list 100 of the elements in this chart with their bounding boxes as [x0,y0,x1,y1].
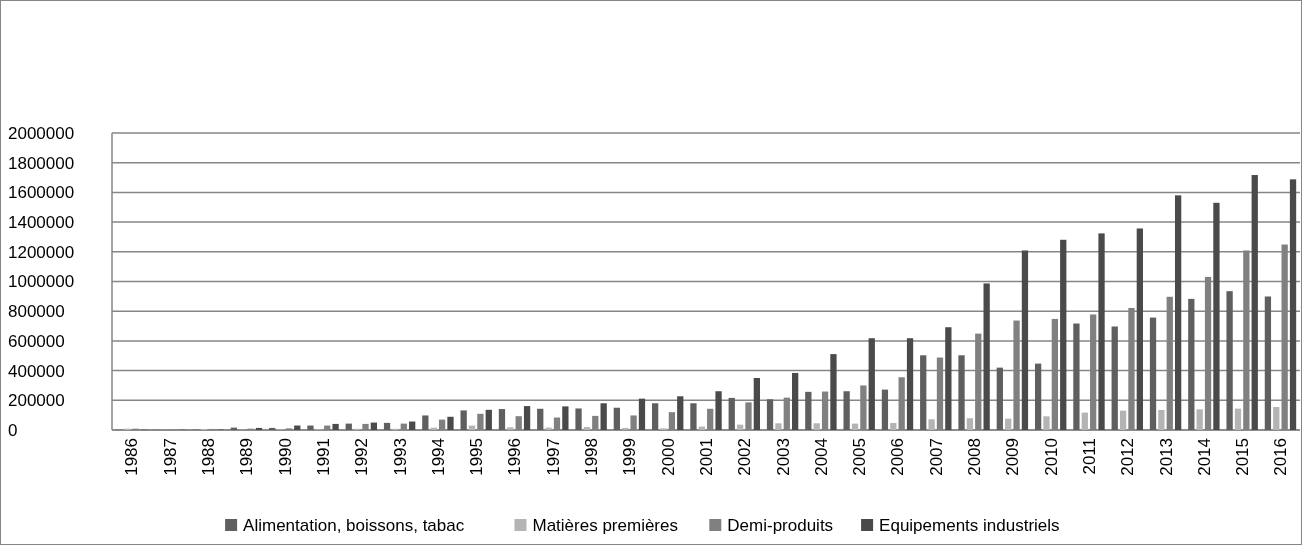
x-tick-label: 1989 [237,438,257,476]
y-tick-label: 0 [8,420,18,440]
bar [1158,409,1165,430]
bar [843,391,850,430]
x-tick-label: 1994 [428,438,448,476]
x-tick-label: 2008 [965,438,985,476]
bar [575,408,582,430]
bar [622,427,629,430]
bar [920,355,927,430]
y-tick-label: 800000 [8,302,65,322]
bar [966,418,974,430]
bar [1188,298,1195,430]
y-tick-label: 200000 [8,391,65,411]
bar [690,403,697,430]
bar [1005,418,1012,430]
bar [928,419,935,430]
x-tick-label: 2002 [735,438,755,476]
bar [545,427,552,430]
bar [307,425,314,430]
bar [792,372,799,430]
x-tick-label: 1993 [390,438,410,476]
legend-label: Equipements industriels [879,515,1060,535]
x-tick-label: 1999 [620,438,640,476]
x-tick-label: 1987 [160,438,180,476]
x-tick-label: 1991 [313,438,333,476]
bar [728,397,735,430]
bar [881,389,889,430]
bar [1073,323,1080,430]
x-tick-label: 1990 [275,438,295,476]
bar [715,391,722,430]
x-tick-label: 2007 [926,438,946,476]
bar [269,427,276,430]
bar [677,396,684,430]
bar [890,423,897,430]
y-tick-label: 1600000 [8,183,75,203]
bar [1213,202,1220,430]
x-tick-label: 2003 [773,438,793,476]
x-tick-label: 1996 [505,438,525,476]
x-tick-label: 1995 [467,438,487,476]
bar [422,415,429,430]
x-tick-label: 2012 [1118,438,1138,476]
x-tick-label: 1988 [199,438,219,476]
bar [813,423,820,430]
bar [383,422,391,430]
bar [255,427,263,430]
bar [868,338,875,430]
x-tick-label: 2016 [1271,438,1291,476]
bar [958,355,965,430]
legend-label: Matières premières [532,515,678,535]
bar [507,427,514,430]
bar [1264,296,1272,430]
bar [1119,410,1127,430]
y-tick-label: 1200000 [8,242,75,262]
x-tick-label: 1992 [352,438,372,476]
bar [523,406,531,430]
bar [805,391,812,430]
y-tick-label: 1000000 [8,272,75,292]
bar [498,409,506,430]
bar [1043,416,1050,430]
bar [583,427,591,430]
x-tick-label: 2005 [850,438,870,476]
bar [537,408,544,430]
x-tick-label: 1997 [543,438,563,476]
bar [345,423,352,430]
bar [906,338,914,430]
bar [485,409,492,430]
x-tick-label: 2010 [1041,438,1061,476]
bar [753,378,760,430]
legend-label: Demi-produits [727,515,834,535]
bar [1021,250,1029,430]
bar [851,423,859,430]
x-tick-label: 2015 [1233,438,1253,476]
bar [460,410,467,430]
bar [1196,409,1203,430]
bar [1289,179,1297,430]
bar [1060,239,1067,430]
bar [983,283,990,430]
bar [332,423,339,430]
x-tick-label: 2013 [1156,438,1176,476]
bar [1234,408,1242,430]
bar [766,399,774,430]
bar [447,416,454,430]
y-tick-label: 2000000 [8,123,75,143]
y-tick-label: 1400000 [8,213,75,233]
bar [1149,317,1157,430]
x-tick-label: 2004 [811,438,831,476]
x-tick-label: 1998 [582,438,602,476]
bar [562,406,569,430]
x-tick-label: 2000 [658,438,678,476]
x-tick-label: 1986 [122,438,142,476]
bar [1111,326,1118,430]
y-tick-label: 400000 [8,361,65,381]
x-tick-label: 2014 [1194,438,1214,476]
bar [945,327,952,430]
x-tick-label: 2006 [888,438,908,476]
bar [1226,291,1233,430]
bar [1136,228,1143,430]
bar [1081,412,1088,430]
bar [652,403,659,430]
legend-label: Alimentation, boissons, tabac [243,515,465,535]
